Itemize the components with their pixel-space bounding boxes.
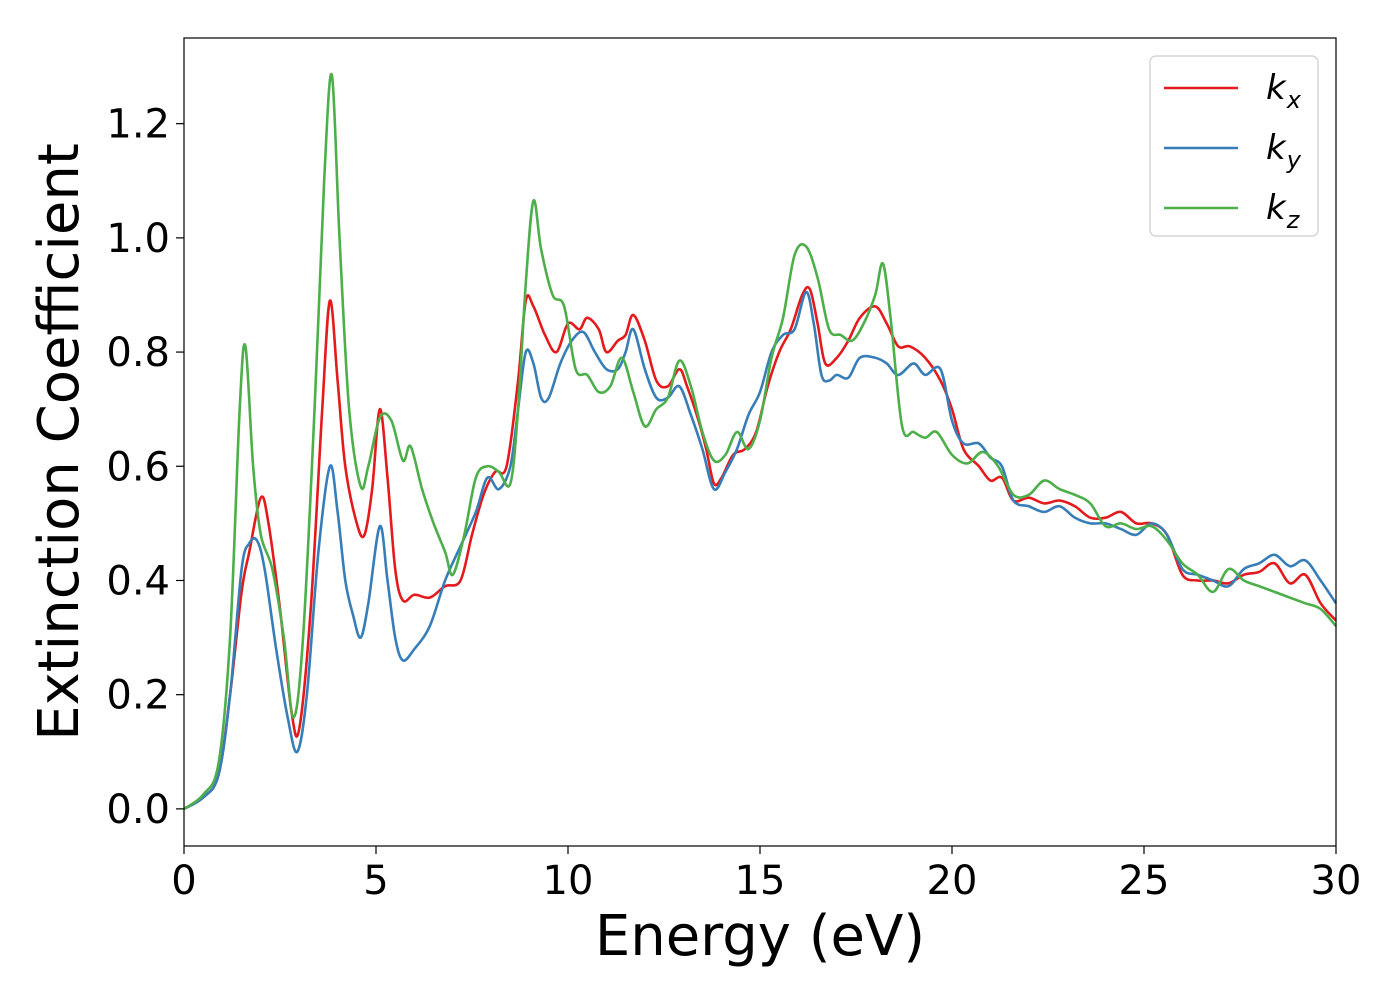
series-line-kx — [183, 285, 1337, 811]
y-axis-ticks: 0.0 0.2 0.4 0.6 0.8 1.0 1.2 — [106, 102, 184, 833]
y-tick-label: 0.4 — [106, 558, 170, 604]
y-tick-label: 1.0 — [106, 216, 170, 262]
y-tick-label: 0.8 — [106, 330, 170, 376]
legend-label-ky: ky — [1266, 128, 1302, 174]
legend-label-subscript: z — [1286, 206, 1301, 234]
legend-label-kz: kz — [1266, 188, 1301, 234]
x-tick-label: 30 — [1311, 858, 1362, 904]
series-layer — [183, 72, 1338, 811]
plot-area — [183, 72, 1338, 811]
y-tick-label: 0.0 — [106, 787, 170, 833]
legend-label-subscript: y — [1286, 146, 1302, 174]
y-tick-label: 0.6 — [106, 444, 170, 490]
x-tick-label: 25 — [1119, 858, 1170, 904]
series-line-ky — [183, 290, 1338, 811]
legend-label-kx: kx — [1266, 68, 1302, 114]
x-axis-title: Energy (eV) — [595, 904, 925, 969]
legend-label-subscript: x — [1286, 86, 1302, 114]
x-tick-label: 15 — [735, 858, 786, 904]
legend-label-main: k — [1266, 68, 1287, 108]
x-tick-label: 0 — [171, 858, 196, 904]
series-line-kz — [183, 72, 1337, 810]
legend-box — [1149, 55, 1319, 237]
y-tick-label: 0.2 — [106, 673, 170, 719]
x-tick-label: 20 — [927, 858, 978, 904]
x-tick-label: 5 — [363, 858, 388, 904]
legend-label-main: k — [1266, 128, 1287, 168]
y-axis-title: Extinction Coefficient — [27, 143, 92, 741]
x-axis-ticks: 0 5 10 15 20 25 30 — [171, 846, 1361, 904]
x-tick-label: 10 — [543, 858, 594, 904]
y-tick-label: 1.2 — [106, 102, 170, 148]
legend-label-main: k — [1266, 188, 1287, 228]
